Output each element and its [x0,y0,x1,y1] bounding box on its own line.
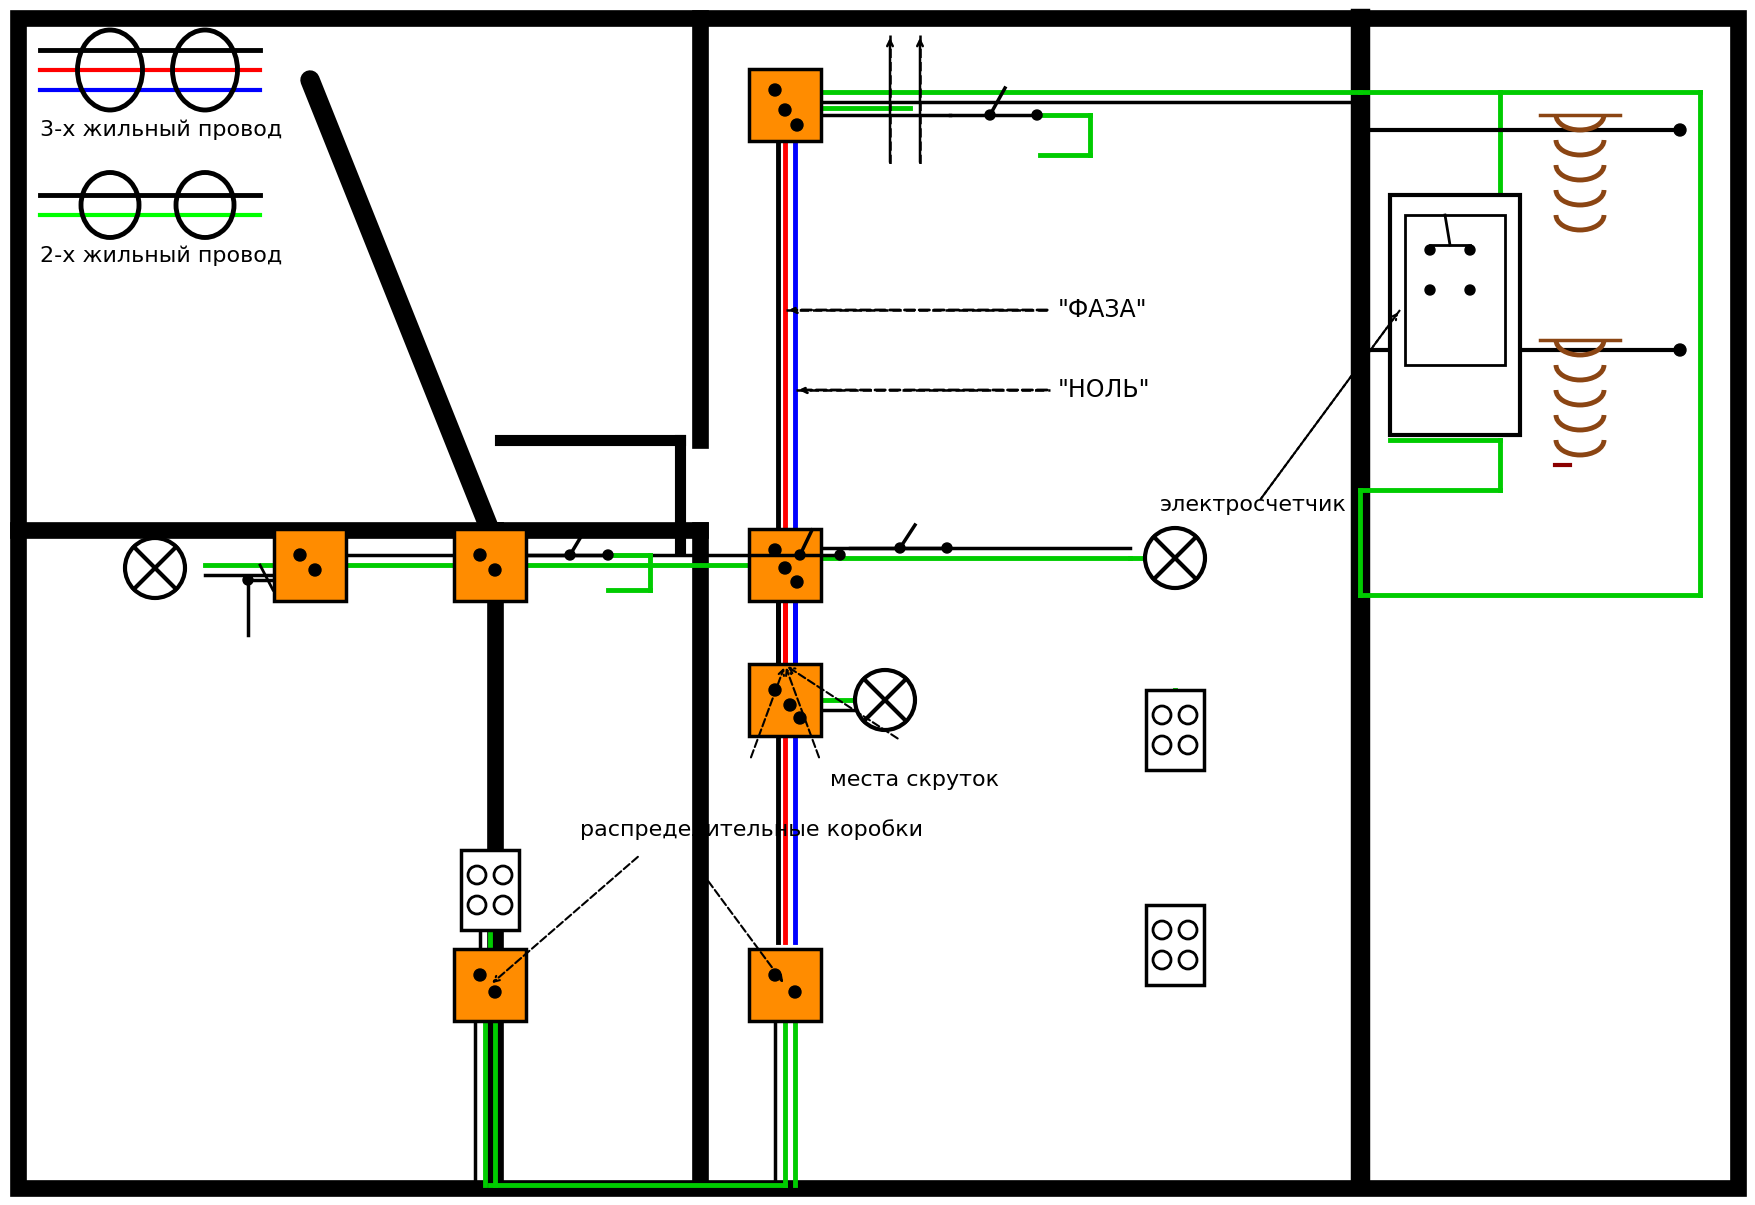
Circle shape [1153,951,1171,969]
Circle shape [1178,951,1197,969]
Bar [1404,214,1504,365]
Circle shape [769,543,781,556]
Circle shape [474,969,486,981]
Circle shape [835,549,844,560]
Circle shape [941,543,951,553]
Circle shape [293,549,305,562]
Circle shape [1178,921,1197,939]
Circle shape [1673,124,1685,136]
Circle shape [242,575,253,584]
Circle shape [895,543,904,553]
Circle shape [769,84,781,96]
Text: электросчетчик: электросчетчик [1160,495,1346,515]
Circle shape [309,564,321,576]
Circle shape [565,549,574,560]
Circle shape [795,549,804,560]
Circle shape [488,564,500,576]
Circle shape [793,712,806,724]
Circle shape [783,699,795,711]
Circle shape [474,549,486,562]
Text: 3-х жильный провод: 3-х жильный провод [40,120,283,141]
Circle shape [125,537,184,598]
Circle shape [788,986,800,998]
Circle shape [1153,736,1171,754]
Circle shape [469,897,486,915]
Circle shape [855,670,914,730]
Circle shape [769,969,781,981]
Circle shape [1673,343,1685,355]
Circle shape [1178,736,1197,754]
Bar [749,664,821,736]
Circle shape [1144,528,1204,588]
Circle shape [985,110,995,121]
Circle shape [779,562,790,574]
Circle shape [488,986,500,998]
Circle shape [1464,245,1474,255]
Circle shape [602,549,612,560]
Circle shape [1425,245,1434,255]
Bar [749,950,821,1021]
Bar [274,529,346,601]
Circle shape [769,684,781,696]
Circle shape [1464,286,1474,295]
Bar [749,69,821,141]
Circle shape [493,866,512,884]
Circle shape [779,104,790,116]
Bar [1390,195,1520,435]
Circle shape [1153,921,1171,939]
Bar [749,529,821,601]
Circle shape [1178,706,1197,724]
Bar [1146,905,1204,984]
Circle shape [790,576,802,588]
Circle shape [1153,706,1171,724]
Circle shape [493,897,512,915]
Text: 2-х жильный провод: 2-х жильный провод [40,245,283,265]
Bar [1146,690,1204,770]
Text: "НОЛЬ": "НОЛЬ" [1058,378,1150,402]
Bar [462,850,519,930]
Bar [455,529,526,601]
Bar [455,950,526,1021]
Circle shape [1032,110,1041,121]
Circle shape [1425,286,1434,295]
Circle shape [790,119,802,131]
Text: распределительные коробки: распределительные коробки [579,819,923,840]
Text: "ФАЗА": "ФАЗА" [1058,298,1146,322]
Circle shape [469,866,486,884]
Text: места скруток: места скруток [830,770,999,790]
